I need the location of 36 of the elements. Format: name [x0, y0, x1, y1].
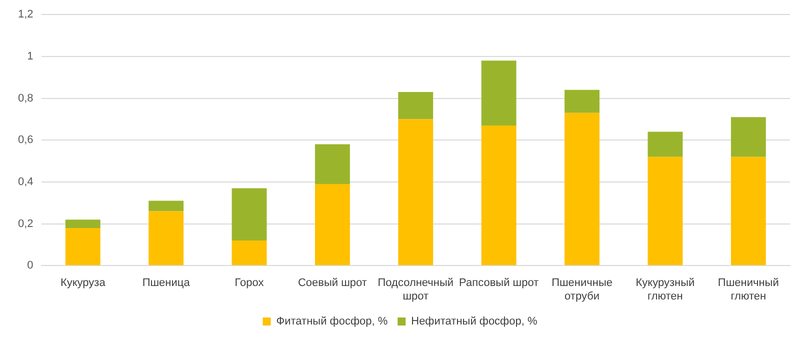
bar	[648, 132, 683, 157]
y-tick-label: 0,4	[18, 176, 34, 188]
bar	[730, 117, 766, 157]
x-tick-label: Пшеница	[142, 277, 191, 290]
y-tick-label: 1	[27, 50, 34, 62]
y-tick-label: 0,2	[18, 218, 34, 230]
legend-label: Фитатный фосфор, %	[276, 316, 388, 328]
x-tick-label: Горох	[234, 277, 264, 290]
bar	[648, 156, 683, 266]
bar	[398, 119, 434, 266]
bar	[481, 125, 516, 266]
x-tick-label: Кукуруза	[60, 277, 106, 290]
bar	[314, 184, 350, 266]
bar	[564, 90, 600, 113]
x-tick-label: Пшеничный глютен	[718, 277, 779, 302]
legend-label: Нефитатный фосфор, %	[411, 316, 538, 328]
bar	[232, 240, 267, 266]
y-tick-label: 0,6	[18, 134, 34, 146]
bar	[564, 112, 600, 266]
y-tick-label: 1,2	[18, 8, 34, 21]
bar	[314, 144, 350, 184]
bar	[148, 211, 184, 266]
bar	[730, 156, 766, 266]
bar	[65, 220, 100, 228]
x-tick-label: Соевый шрот	[298, 277, 367, 290]
x-tick-label: Пшеничные отруби	[552, 277, 612, 302]
x-tick-label: Подсолнечный шрот	[378, 277, 454, 302]
x-tick-label: Рапсовый шрот	[459, 277, 539, 290]
x-tick-label: Кукурузный глютен	[636, 277, 695, 302]
y-tick-label: 0	[27, 260, 34, 272]
bar	[148, 200, 184, 212]
bar	[232, 188, 267, 240]
bar	[481, 60, 516, 126]
y-tick-label: 0,8	[18, 92, 34, 104]
bar	[398, 92, 434, 120]
bar	[65, 228, 100, 266]
